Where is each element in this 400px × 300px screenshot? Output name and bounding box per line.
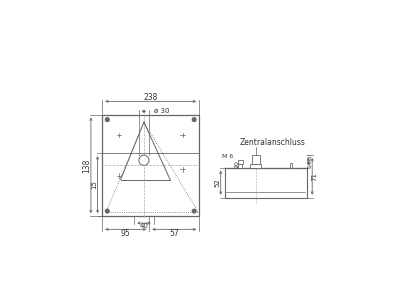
Text: M 6: M 6 <box>222 154 233 159</box>
Text: 57: 57 <box>169 229 179 238</box>
Text: 15: 15 <box>92 180 98 189</box>
Text: 138: 138 <box>83 158 92 172</box>
Bar <box>238 164 242 168</box>
Circle shape <box>192 209 196 213</box>
Circle shape <box>192 118 196 122</box>
Text: Zentralanschluss: Zentralanschluss <box>239 138 305 147</box>
Text: 52: 52 <box>215 178 221 187</box>
Text: 71: 71 <box>311 172 317 181</box>
Text: 95: 95 <box>121 229 131 238</box>
Circle shape <box>139 155 149 165</box>
Bar <box>225 168 307 198</box>
Text: 14.5: 14.5 <box>308 154 313 168</box>
Text: 238: 238 <box>144 93 158 102</box>
Bar <box>102 115 199 216</box>
Text: ø 30: ø 30 <box>154 108 170 114</box>
Circle shape <box>106 209 109 213</box>
Bar <box>252 155 260 164</box>
Text: 40: 40 <box>140 223 148 229</box>
Bar <box>250 164 261 168</box>
Circle shape <box>106 118 109 122</box>
Bar <box>290 163 292 168</box>
Text: 20: 20 <box>235 160 240 168</box>
Bar <box>238 160 243 164</box>
